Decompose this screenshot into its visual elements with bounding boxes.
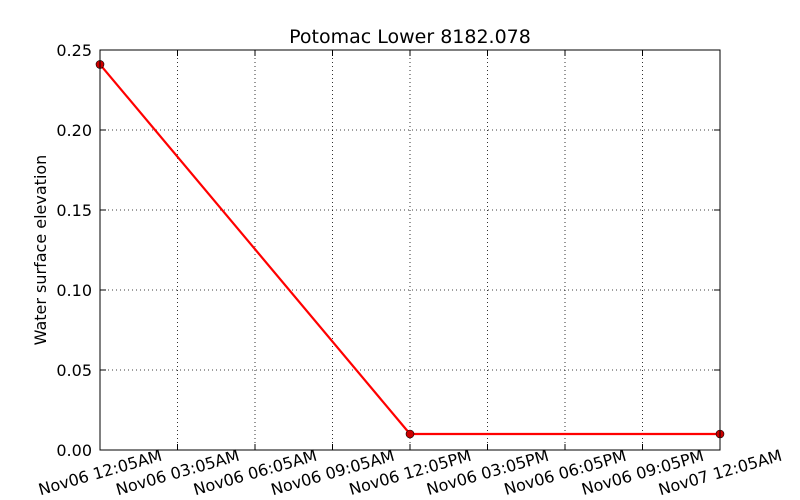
chart-title: Potomac Lower 8182.078 [289,26,531,48]
grid-lines [100,50,720,450]
y-tick-label: 0.00 [56,441,92,460]
y-axis-label: Water surface elevation [31,155,50,346]
y-tick-label: 0.25 [56,41,92,60]
y-axis: 0.00 0.05 0.10 0.15 0.20 0.25 [56,41,720,460]
y-tick-label: 0.20 [56,121,92,140]
series-layer [95,60,725,439]
data-point [405,429,415,439]
y-tick-label: 0.05 [56,361,92,380]
y-tick-label: 0.15 [56,201,92,220]
y-tick-label: 0.10 [56,281,92,300]
